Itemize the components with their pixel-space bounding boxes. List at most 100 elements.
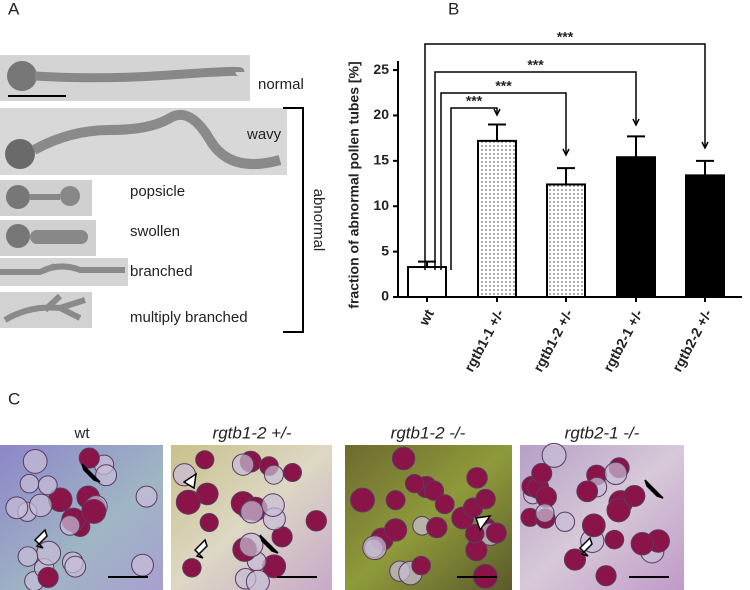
pollen-grain (426, 516, 448, 539)
arrow (644, 479, 664, 499)
pollen-grain (5, 496, 29, 520)
y-tick-label: 15 (373, 152, 389, 168)
pollen-grain (423, 480, 445, 501)
pollen-grain (59, 515, 81, 536)
arrowhead (182, 472, 197, 490)
y-tick-label: 10 (373, 197, 389, 213)
pollen-grain (261, 493, 285, 517)
pollen-grain (604, 529, 625, 550)
panel-letter: A (8, 0, 20, 18)
y-axis-label: fraction of abnormal pollen tubes [%] (346, 61, 362, 308)
x-tick-label: rgtb2-2 +/- (669, 306, 715, 374)
panel-letter: B (448, 0, 459, 18)
arrow (193, 538, 208, 559)
bar (477, 139, 517, 298)
pollen-grain (581, 513, 606, 538)
bar (616, 156, 656, 298)
pollen-grain (595, 565, 617, 587)
bar-chart: 0 5 10 15 20 25 wt rgtb1-1 +/- rgtb1-2 +/- rgtb2-… (373, 29, 742, 374)
pollen-grain (175, 489, 201, 515)
pollen-grain (17, 546, 39, 567)
pollen-grain (535, 503, 555, 523)
significance-bracket (424, 43, 706, 270)
image-title: rgtb2-1 -/- (565, 423, 640, 442)
pollen-grain (282, 462, 302, 482)
y-tick-label: 0 (381, 288, 389, 304)
significance-bracket (434, 71, 637, 270)
tube-label: branched (130, 263, 193, 280)
pollen-grain (475, 488, 496, 510)
bar (407, 266, 447, 298)
pollen-grain (541, 442, 567, 468)
pollen-grain (623, 484, 646, 507)
pollen-grain (263, 464, 284, 485)
image-title: wt (74, 425, 91, 442)
pollen-grain (630, 532, 655, 556)
pollen-grain (411, 555, 431, 576)
pollen-grain (606, 498, 631, 523)
arrow (33, 528, 48, 549)
pollen-grain (22, 448, 48, 474)
tube-label: wavy (246, 126, 282, 143)
arrowhead (475, 515, 492, 532)
pollen-grain (81, 498, 107, 524)
group-label: abnormal (310, 189, 327, 252)
x-tick-label: rgtb2-1 +/- (600, 306, 646, 374)
arrow (259, 534, 279, 554)
bracket-arrow (632, 118, 640, 127)
pollen-grain (19, 473, 40, 494)
x-tick-label: wt (415, 306, 437, 328)
image-title: rgtb1-2 -/- (391, 423, 466, 442)
bar (546, 183, 586, 298)
bar (685, 174, 725, 298)
tube-label: popsicle (130, 183, 185, 200)
pollen-grain (385, 490, 406, 511)
pollen-grain (240, 500, 264, 524)
pollen-grain (182, 558, 202, 578)
x-tick-label: rgtb1-2 +/- (530, 306, 576, 374)
pollen-grain (350, 487, 375, 513)
pollen-grain (135, 485, 158, 508)
pollen-grain (485, 522, 507, 544)
pollen-grain (245, 569, 270, 590)
y-tick-label: 25 (373, 61, 389, 77)
y-tick-label: 5 (381, 242, 389, 258)
pollen-grain (362, 535, 388, 561)
bracket-arrow (701, 141, 709, 150)
pollen-grain (383, 518, 408, 542)
arrow (81, 463, 101, 483)
bracket-arrow (562, 148, 570, 157)
micrographs-a (0, 55, 304, 333)
pollen-grain (231, 453, 255, 476)
y-tick-label: 20 (373, 106, 389, 122)
pollen-grain (391, 446, 416, 471)
significance-label: *** (527, 57, 544, 73)
pollen-grain (576, 480, 599, 503)
significance-label: *** (495, 78, 512, 94)
significance-label: *** (466, 93, 483, 109)
pollen-grain (78, 447, 100, 469)
tube-label: normal (258, 76, 304, 93)
pollen-grain (37, 566, 59, 589)
pollen-grain (238, 532, 264, 558)
micrographs-c (0, 442, 684, 590)
pollen-grain (466, 467, 488, 489)
arrow (578, 536, 593, 557)
tube-label: multiply branched (130, 309, 248, 326)
pollen-grain (95, 464, 118, 487)
pollen-grain (199, 512, 219, 533)
pollen-grain (305, 510, 327, 532)
significance-bracket (450, 107, 498, 270)
image-title: rgtb1-2 +/- (213, 423, 292, 442)
tube-label: swollen (130, 223, 180, 240)
significance-label: *** (557, 29, 574, 45)
x-tick-label: rgtb1-1 +/- (461, 306, 507, 374)
pollen-grain (29, 493, 53, 518)
pollen-grain (404, 473, 425, 494)
pollen-grain (531, 462, 553, 484)
pollen-grain (563, 548, 587, 571)
bracket-arrow (493, 108, 501, 117)
pollen-grain (604, 461, 628, 485)
pollen-grain (64, 555, 87, 578)
